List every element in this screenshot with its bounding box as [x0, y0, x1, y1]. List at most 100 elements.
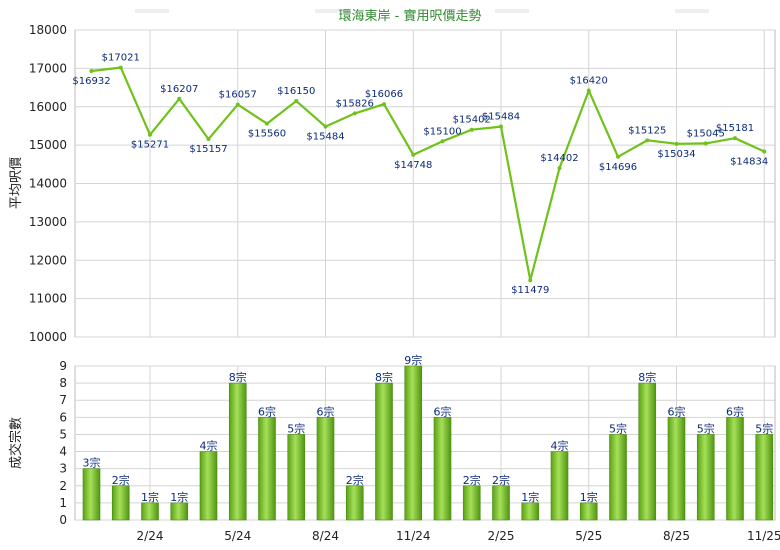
watermark-mark [675, 9, 709, 13]
volume-bar-label: 1宗 [580, 490, 598, 504]
volume-bar [609, 434, 627, 521]
price-data-label: $14748 [394, 160, 432, 171]
price-data-label: $11479 [511, 285, 549, 296]
price-point [645, 138, 650, 143]
price-y-axis-label: 平均呎價 [9, 157, 24, 209]
price-data-label: $16932 [72, 76, 110, 87]
volume-bar [696, 434, 715, 521]
price-point [235, 102, 240, 107]
watermark-mark [495, 9, 529, 13]
volume-bar [404, 365, 423, 521]
price-y-tick-label: 13000 [29, 215, 67, 229]
price-point [148, 132, 152, 137]
volume-bar [82, 468, 101, 521]
x-tick-label: 5/25 [575, 529, 602, 543]
price-point [206, 137, 211, 142]
price-point [528, 278, 533, 283]
volume-bar [199, 451, 218, 521]
price-point [616, 154, 620, 159]
volume-bar [462, 485, 481, 521]
price-point [118, 65, 123, 70]
x-tick-label: 11/25 [747, 529, 780, 543]
price-point [265, 121, 269, 126]
volume-bar-label: 1宗 [521, 490, 539, 504]
volume-bar [667, 417, 686, 521]
volume-bar-label: 5宗 [697, 421, 715, 435]
price-y-tick-label: 16000 [29, 100, 67, 114]
price-gridlines [75, 29, 775, 338]
volume-bar-label: 2宗 [492, 473, 510, 487]
x-tick-label: 8/25 [663, 529, 690, 543]
volume-bars [82, 365, 774, 521]
price-y-tick-label: 10000 [29, 330, 67, 344]
price-data-label: $16150 [277, 86, 315, 97]
volume-bar-label: 4宗 [200, 439, 218, 453]
volume-y-tick-label: 1 [59, 496, 67, 510]
volume-bar [550, 451, 569, 521]
volume-bar-label: 8宗 [375, 370, 393, 384]
price-data-label: $15402 [453, 115, 491, 126]
x-tick-label: 11/24 [396, 529, 431, 543]
price-y-tick-label: 17000 [29, 61, 67, 75]
volume-bar-label: 6宗 [317, 404, 335, 418]
volume-bar [345, 485, 364, 521]
x-axis-ticks: 2/24 5/24 8/24 11/24 2/25 5/25 8/25 11/25 [137, 529, 780, 543]
volume-bar [228, 382, 247, 521]
price-point [323, 124, 328, 129]
price-data-label: $15034 [657, 149, 695, 160]
volume-bar-label: 2宗 [463, 473, 481, 487]
price-data-label: $15484 [482, 112, 520, 123]
volume-y-tick-label: 5 [59, 427, 67, 441]
price-y-tick-label: 12000 [29, 253, 67, 267]
price-y-tick-label: 11000 [29, 292, 67, 306]
volume-bar-label: 8宗 [229, 370, 247, 384]
volume-bar-label: 6宗 [434, 404, 452, 418]
price-points [89, 65, 767, 283]
price-point [499, 124, 503, 129]
x-tick-label: 2/24 [137, 529, 164, 543]
volume-bar-label: 6宗 [258, 404, 276, 418]
volume-plot-area [74, 365, 776, 521]
volume-bar-label: 3宗 [83, 456, 101, 470]
price-data-label: $15100 [423, 126, 461, 137]
price-point [469, 127, 474, 132]
x-tick-label: 5/24 [224, 529, 251, 543]
watermark-mark [135, 9, 169, 13]
volume-bar-label: 4宗 [551, 439, 569, 453]
x-tick-label: 8/24 [312, 529, 339, 543]
price-point [586, 88, 591, 93]
price-point [557, 166, 562, 171]
price-data-label: $15271 [131, 140, 169, 151]
volume-bar-labels: 3宗 2宗 1宗 1宗 4宗 8宗 6宗 5宗 6宗 2宗 8宗 9宗 6宗 2宗 2宗 1宗 4宗 1宗 5宗 8宗… [83, 353, 774, 504]
volume-bar [638, 382, 657, 521]
volume-y-tick-label: 4 [59, 445, 67, 459]
volume-bar [492, 485, 510, 521]
volume-bar [579, 502, 598, 521]
volume-bar [316, 417, 335, 521]
price-data-label: $14402 [540, 153, 578, 164]
volume-bar [287, 434, 306, 521]
volume-bar [111, 485, 130, 521]
price-point [440, 139, 445, 144]
price-point [294, 98, 299, 103]
volume-bar [375, 382, 393, 521]
volume-y-tick-label: 3 [59, 462, 67, 476]
price-y-tick-label: 14000 [29, 177, 67, 191]
price-point [177, 96, 182, 101]
volume-bar-label: 6宗 [668, 404, 686, 418]
volume-bar-label: 2宗 [112, 473, 130, 487]
volume-y-tick-label: 6 [59, 410, 67, 424]
volume-bar-label: 1宗 [170, 490, 188, 504]
volume-bar-label: 1宗 [141, 490, 159, 504]
watermark-mark [315, 9, 349, 13]
price-point [674, 141, 679, 146]
volume-bar-label: 5宗 [755, 421, 773, 435]
price-data-label: $17021 [102, 53, 140, 64]
volume-bar [521, 502, 540, 521]
price-point [733, 136, 737, 141]
volume-y-tick-label: 2 [59, 479, 67, 493]
volume-bar-label: 2宗 [346, 473, 364, 487]
volume-bar [141, 502, 159, 521]
